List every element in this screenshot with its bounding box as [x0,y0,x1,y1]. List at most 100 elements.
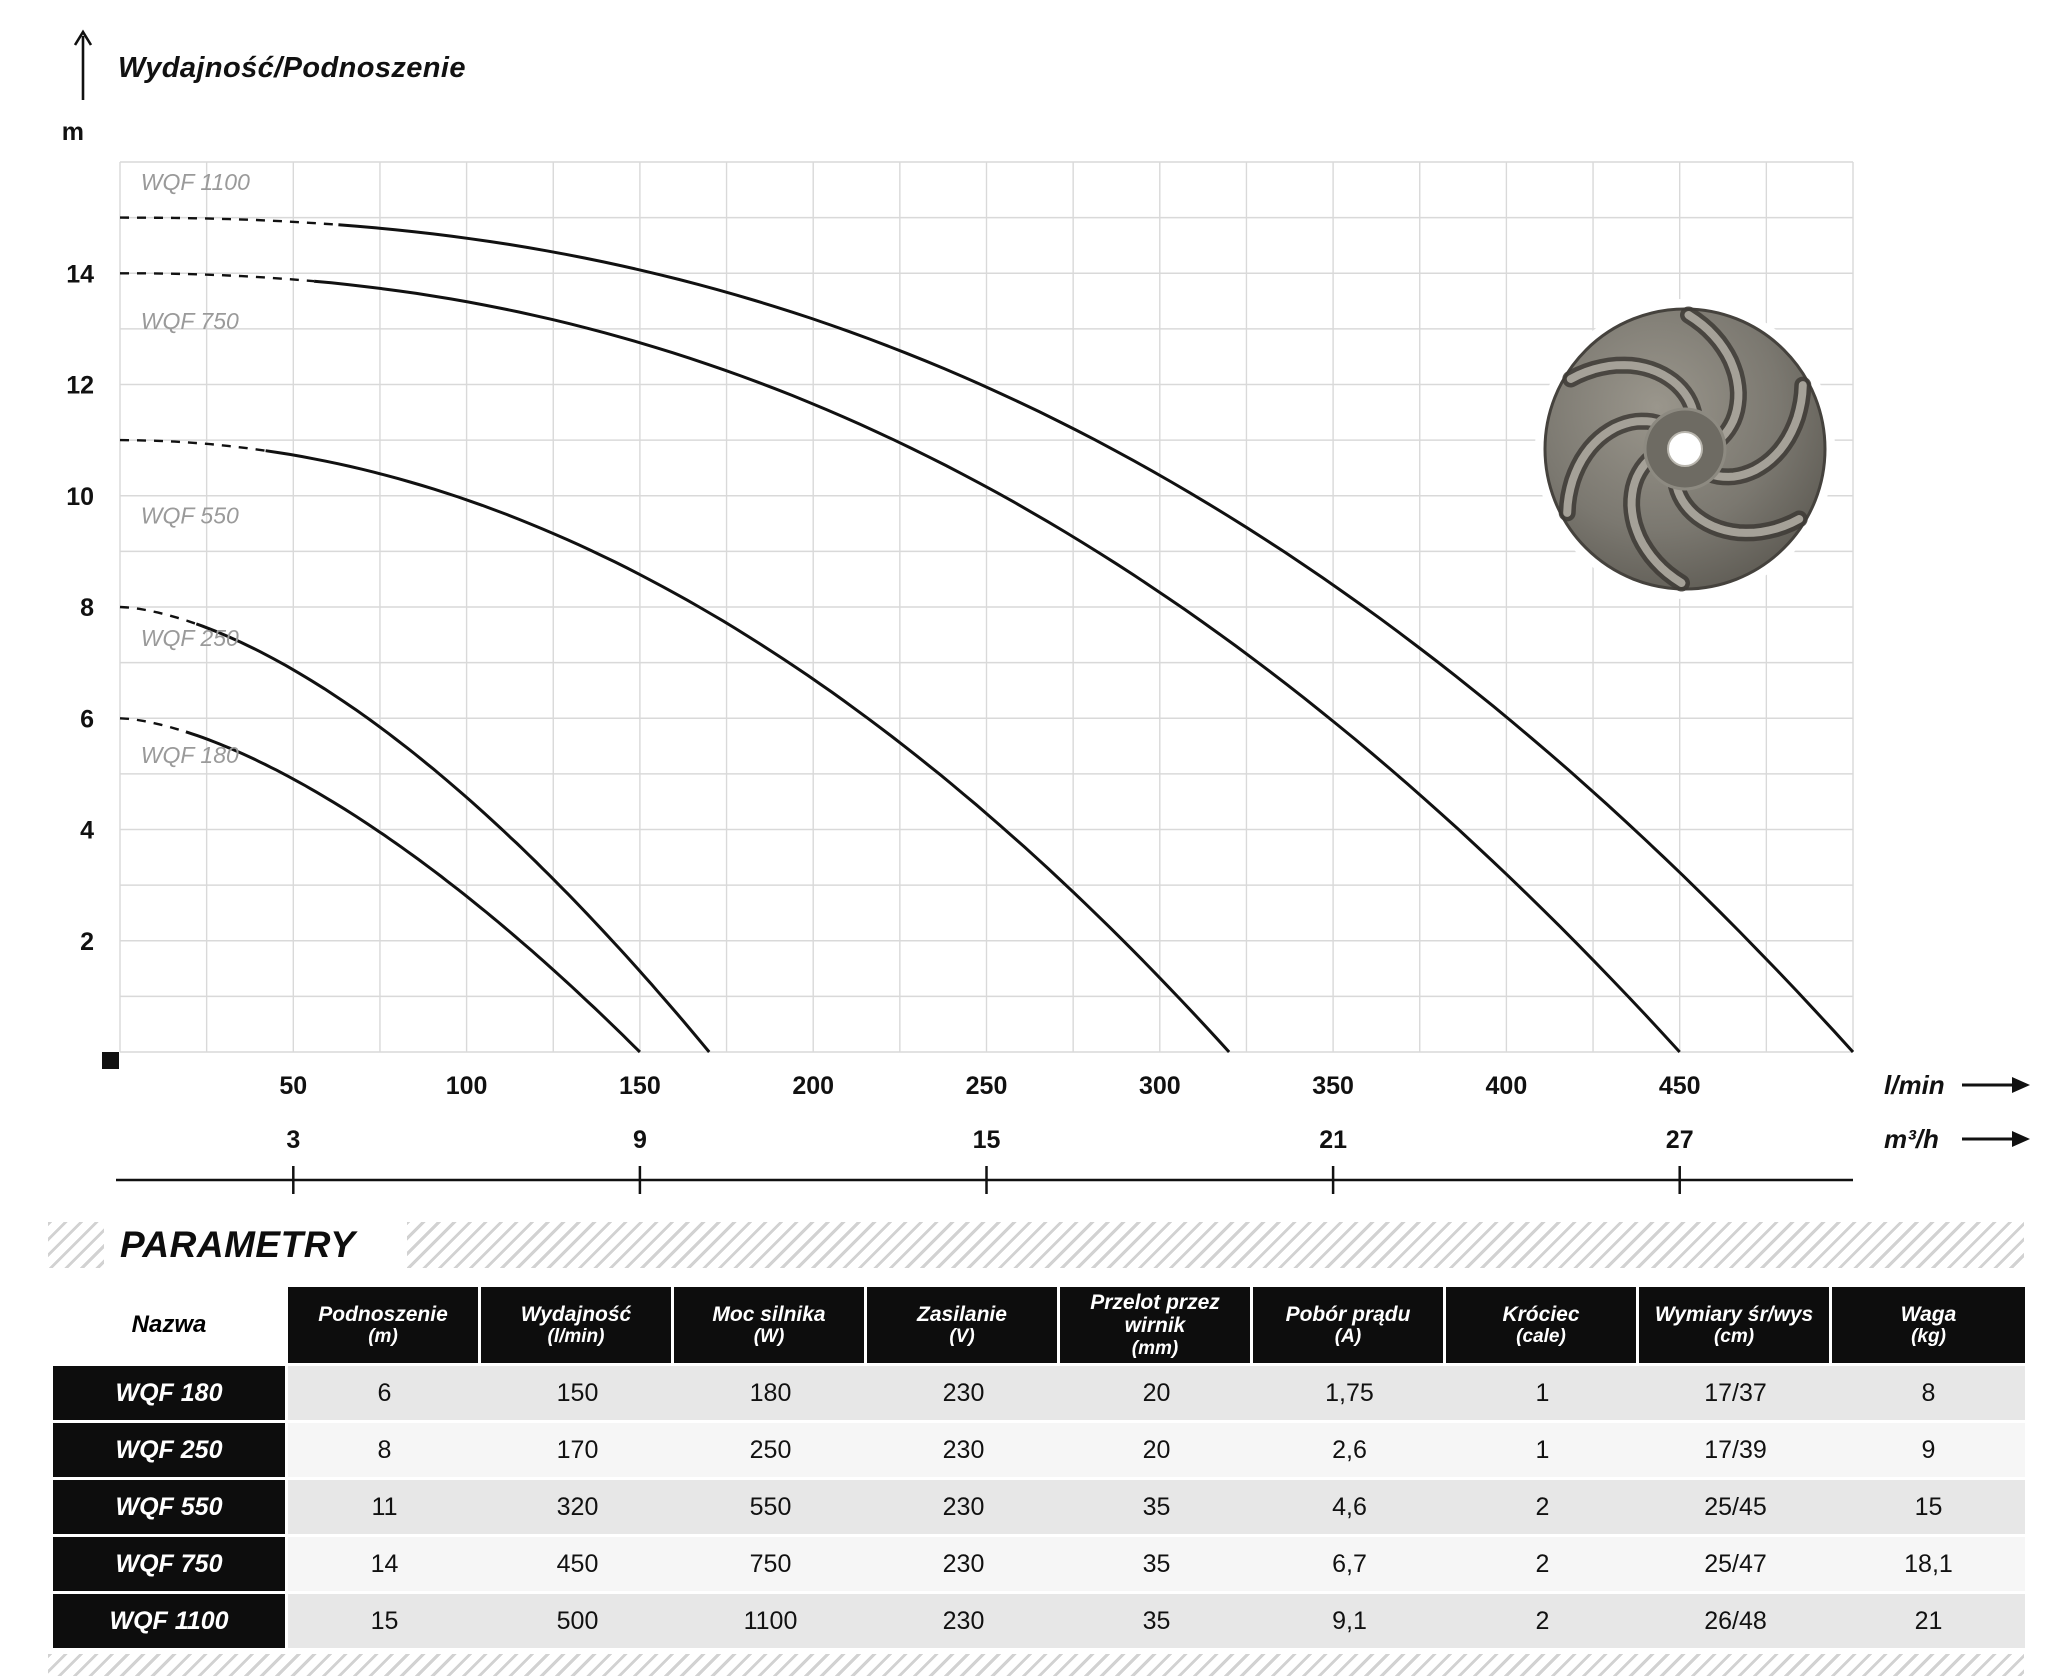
table-cell: 1,75 [1253,1366,1446,1420]
table-cell: 20 [1060,1423,1253,1477]
svg-text:100: 100 [446,1072,488,1100]
table-row-wqf-1100: WQF 1100 15 500 1100 230 35 9,1 2 26/48 21 [53,1594,2025,1648]
table-cell: 20 [1060,1366,1253,1420]
table-cell: 180 [674,1366,867,1420]
svg-text:6: 6 [80,705,94,733]
curve-wqf-550 [265,449,1231,1054]
row-name: WQF 750 [53,1537,288,1591]
table-cell: 320 [481,1480,674,1534]
curve-dashed-wqf-750 [120,272,315,283]
pump-curves [119,216,1855,1054]
table-cell: 1 [1446,1366,1639,1420]
column-unit: (m) [368,1326,398,1348]
table-cell: 170 [481,1423,674,1477]
table-cell: 17/39 [1639,1423,1832,1477]
table-row-wqf-180: WQF 180 6 150 180 230 20 1,75 1 17/37 8 [53,1366,2025,1420]
table-row-wqf-750: WQF 750 14 450 750 230 35 6,7 2 25/47 18,1 [53,1537,2025,1591]
impeller-photo [1535,299,1835,599]
x-axis-lmin-labels: 50 100 150 200 250 300 350 400 450 [279,1072,1700,1100]
table-cell: 500 [481,1594,674,1648]
table-cell: 2 [1446,1594,1639,1648]
table-cell: 18,1 [1832,1537,2025,1591]
x-axis-unit-lmin: l/min [1884,1070,1945,1100]
x-axis-unit-m3h: m³/h [1884,1124,1939,1154]
svg-text:300: 300 [1139,1072,1181,1100]
table-cell: 35 [1060,1480,1253,1534]
curve-label: WQF 1100 [141,169,250,195]
curve-dashed-wqf-550 [119,438,266,452]
column-label: Waga [1900,1302,1957,1326]
table-row-wqf-550: WQF 550 11 320 550 230 35 4,6 2 25/45 15 [53,1480,2025,1534]
column-unit: (mm) [1131,1337,1179,1359]
svg-text:2: 2 [80,928,94,956]
svg-text:350: 350 [1312,1072,1354,1100]
column-label: Króciec [1502,1302,1580,1326]
column-header-podnoszenie: Podnoszenie (m) [288,1287,481,1363]
table-cell: 15 [1832,1480,2025,1534]
table-cell: 25/47 [1639,1537,1832,1591]
table-cell: 8 [1832,1366,2025,1420]
column-unit: (kg) [1911,1326,1946,1348]
svg-text:27: 27 [1666,1126,1694,1154]
svg-text:50: 50 [279,1072,307,1100]
column-header-przelot-przez-wirnik: Przelot przez wirnik (mm) [1060,1287,1253,1363]
chart-grid [119,161,1854,1053]
y-axis-labels: 2 4 6 8 10 12 14 m [62,118,94,956]
table-cell: 2 [1446,1537,1639,1591]
column-unit: (l/min) [547,1326,605,1348]
table-cell: 4,6 [1253,1480,1446,1534]
svg-text:14: 14 [66,260,94,288]
table-cell: 21 [1832,1594,2025,1648]
svg-text:8: 8 [80,594,94,622]
curve-wqf-750 [313,279,1681,1054]
svg-text:250: 250 [966,1072,1008,1100]
table-cell: 25/45 [1639,1480,1832,1534]
svg-text:10: 10 [66,483,94,511]
table-cell: 750 [674,1537,867,1591]
table-cell: 230 [867,1480,1060,1534]
column-label: Wymiary śr/wys [1654,1302,1814,1326]
svg-text:200: 200 [792,1072,834,1100]
column-unit: (W) [753,1326,785,1348]
table-cell: 35 [1060,1594,1253,1648]
table-cell: 1100 [674,1594,867,1648]
right-arrow-icon-lmin [1962,1077,2030,1093]
column-header-wydajność: Wydajność (l/min) [481,1287,674,1363]
column-label: Moc silnika [712,1302,826,1326]
curve-dashed-wqf-180 [119,717,187,733]
table-cell: 9 [1832,1423,2025,1477]
svg-text:3: 3 [286,1126,300,1154]
svg-text:150: 150 [619,1072,661,1100]
table-cell: 2,6 [1253,1423,1446,1477]
curve-label: WQF 550 [141,503,239,529]
chart-title: Wydajność/Podnoszenie [118,52,466,84]
parameters-table: Nazwa Podnoszenie (m) Wydajność (l/min) Moc s… [53,1284,2025,1651]
table-cell: 550 [674,1480,867,1534]
y-axis-up-arrow-icon [70,28,96,107]
column-label: Podnoszenie [318,1302,448,1326]
column-label: Nazwa [131,1311,207,1338]
row-name: WQF 550 [53,1480,288,1534]
x-axis-m3h-labels: 3 9 15 21 27 [286,1126,1693,1154]
table-cell: 230 [867,1423,1060,1477]
table-cell: 450 [481,1537,674,1591]
column-header-nazwa: Nazwa [53,1287,288,1363]
curve-wqf-1100 [338,223,1855,1054]
y-axis-unit: m [62,118,84,146]
table-cell: 150 [481,1366,674,1420]
curve-label: WQF 250 [141,625,239,651]
row-name: WQF 1100 [53,1594,288,1648]
column-header-pobór-prądu: Pobór prądu (A) [1253,1287,1446,1363]
curve-label: WQF 750 [141,308,239,334]
right-arrow-icon-m3h [1962,1131,2030,1147]
table-cell: 6,7 [1253,1537,1446,1591]
column-header-wymiary-śr/wys: Wymiary śr/wys (cm) [1639,1287,1832,1363]
curve-label: WQF 180 [141,742,239,768]
table-cell: 35 [1060,1537,1253,1591]
curve-dashed-wqf-250 [119,605,197,626]
origin-marker [102,1052,119,1069]
column-label: Wydajność [520,1302,632,1326]
column-label: Przelot przez wirnik [1090,1290,1220,1338]
svg-text:4: 4 [80,817,94,845]
